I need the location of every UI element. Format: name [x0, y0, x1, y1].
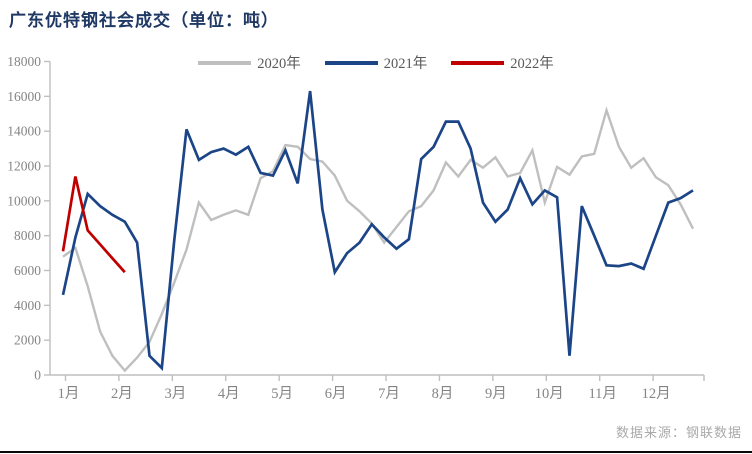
svg-text:4000: 4000 [14, 298, 41, 313]
svg-text:10月: 10月 [535, 386, 564, 402]
svg-text:12月: 12月 [642, 386, 671, 402]
svg-text:18000: 18000 [7, 54, 41, 69]
svg-text:9月: 9月 [485, 386, 507, 402]
svg-text:7月: 7月 [378, 386, 400, 402]
axes [49, 61, 704, 376]
series-line-2022年 [61, 176, 126, 274]
x-axis: 1月 2月 3月 4月 5月 6月 7月 8月 9月 10月 11月 12月 [58, 375, 705, 402]
y-axis: 0 2000 4000 6000 8000 10000 12000 14000 16000 180… [7, 54, 50, 383]
svg-text:5月: 5月 [271, 386, 293, 402]
svg-text:10000: 10000 [7, 193, 41, 208]
svg-text:0: 0 [34, 368, 41, 383]
svg-text:6000: 6000 [14, 263, 41, 278]
series-line-2020年 [62, 106, 695, 373]
svg-text:2月: 2月 [111, 386, 133, 402]
svg-text:14000: 14000 [7, 124, 41, 139]
data-source-label: 数据来源：钢联数据 [615, 425, 742, 440]
svg-text:2000: 2000 [14, 333, 41, 348]
svg-text:16000: 16000 [7, 89, 41, 104]
svg-text:12000: 12000 [7, 159, 41, 174]
series-line-2021年 [61, 90, 694, 371]
svg-text:4月: 4月 [218, 386, 240, 402]
svg-text:1月: 1月 [58, 386, 80, 402]
svg-text:11月: 11月 [588, 386, 616, 402]
svg-text:3月: 3月 [164, 386, 186, 402]
svg-text:8月: 8月 [432, 386, 454, 402]
page-title: 广东优特钢社会成交（单位：吨） [9, 11, 279, 30]
svg-text:8000: 8000 [14, 228, 41, 243]
bottom-divider [0, 451, 752, 453]
svg-text:6月: 6月 [325, 386, 347, 402]
